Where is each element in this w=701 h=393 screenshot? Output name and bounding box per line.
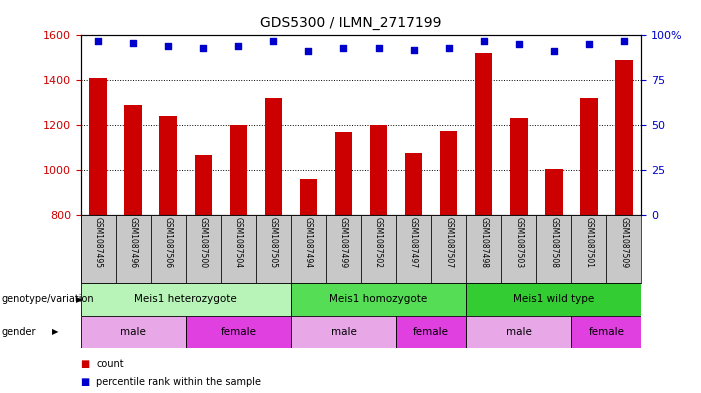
Bar: [90, 78, 107, 215]
Point: [513, 41, 524, 48]
Text: GSM1087506: GSM1087506: [164, 217, 172, 268]
Bar: [440, 130, 458, 215]
Text: GSM1087507: GSM1087507: [444, 217, 453, 268]
FancyBboxPatch shape: [466, 283, 641, 316]
Text: gender: gender: [1, 327, 36, 337]
Text: GSM1087502: GSM1087502: [374, 217, 383, 268]
FancyBboxPatch shape: [431, 215, 466, 283]
FancyBboxPatch shape: [501, 215, 536, 283]
Point: [163, 43, 174, 49]
Bar: [545, 169, 562, 215]
FancyBboxPatch shape: [81, 283, 291, 316]
FancyBboxPatch shape: [606, 215, 641, 283]
Bar: [160, 116, 177, 215]
Text: genotype/variation: genotype/variation: [1, 294, 94, 305]
Text: female: female: [588, 327, 625, 337]
Text: female: female: [220, 327, 257, 337]
FancyBboxPatch shape: [291, 215, 326, 283]
Bar: [195, 155, 212, 215]
Text: GSM1087508: GSM1087508: [550, 217, 558, 268]
Point: [303, 48, 314, 55]
FancyBboxPatch shape: [466, 215, 501, 283]
Point: [338, 45, 349, 51]
FancyBboxPatch shape: [186, 316, 291, 348]
Text: GSM1087501: GSM1087501: [585, 217, 593, 268]
Point: [128, 39, 139, 46]
Point: [548, 48, 559, 55]
Text: GSM1087503: GSM1087503: [515, 217, 523, 268]
Point: [443, 45, 454, 51]
FancyBboxPatch shape: [361, 215, 396, 283]
Text: percentile rank within the sample: percentile rank within the sample: [96, 377, 261, 387]
Bar: [370, 125, 387, 215]
Text: GSM1087494: GSM1087494: [304, 217, 313, 268]
Text: GSM1087497: GSM1087497: [409, 217, 418, 268]
FancyBboxPatch shape: [291, 316, 396, 348]
FancyBboxPatch shape: [466, 316, 571, 348]
FancyBboxPatch shape: [116, 215, 151, 283]
Bar: [475, 53, 492, 215]
Point: [373, 45, 384, 51]
Text: count: count: [96, 359, 123, 369]
Text: ▶: ▶: [76, 295, 82, 304]
FancyBboxPatch shape: [151, 215, 186, 283]
Bar: [125, 105, 142, 215]
Point: [268, 38, 279, 44]
Bar: [615, 60, 633, 215]
Bar: [300, 179, 317, 215]
Point: [583, 41, 594, 48]
Text: GSM1087504: GSM1087504: [234, 217, 243, 268]
Bar: [335, 132, 353, 215]
FancyBboxPatch shape: [291, 283, 466, 316]
FancyBboxPatch shape: [536, 215, 571, 283]
Point: [618, 38, 629, 44]
Text: Meis1 heterozygote: Meis1 heterozygote: [135, 294, 237, 305]
Bar: [265, 98, 283, 215]
FancyBboxPatch shape: [81, 215, 116, 283]
Point: [478, 38, 489, 44]
Point: [198, 45, 209, 51]
Text: GSM1087500: GSM1087500: [199, 217, 207, 268]
Bar: [230, 125, 247, 215]
FancyBboxPatch shape: [221, 215, 256, 283]
Text: GSM1087499: GSM1087499: [339, 217, 348, 268]
FancyBboxPatch shape: [571, 215, 606, 283]
Text: GSM1087495: GSM1087495: [94, 217, 102, 268]
Text: Meis1 homozygote: Meis1 homozygote: [329, 294, 428, 305]
Text: GSM1087509: GSM1087509: [620, 217, 628, 268]
Text: GDS5300 / ILMN_2717199: GDS5300 / ILMN_2717199: [260, 16, 441, 30]
FancyBboxPatch shape: [396, 215, 431, 283]
Text: male: male: [331, 327, 356, 337]
Text: GSM1087496: GSM1087496: [129, 217, 137, 268]
Point: [408, 46, 419, 53]
Bar: [510, 118, 528, 215]
FancyBboxPatch shape: [571, 316, 641, 348]
FancyBboxPatch shape: [186, 215, 221, 283]
Text: female: female: [413, 327, 449, 337]
FancyBboxPatch shape: [256, 215, 291, 283]
Text: ■: ■: [81, 377, 90, 387]
Text: ▶: ▶: [52, 327, 58, 336]
Text: male: male: [121, 327, 146, 337]
Bar: [405, 153, 423, 215]
Point: [233, 43, 244, 49]
Point: [93, 38, 104, 44]
FancyBboxPatch shape: [326, 215, 361, 283]
Text: ■: ■: [81, 359, 90, 369]
Bar: [580, 98, 598, 215]
Text: male: male: [506, 327, 531, 337]
Text: GSM1087498: GSM1087498: [479, 217, 488, 268]
FancyBboxPatch shape: [81, 316, 186, 348]
Text: GSM1087505: GSM1087505: [269, 217, 278, 268]
FancyBboxPatch shape: [396, 316, 466, 348]
Text: Meis1 wild type: Meis1 wild type: [513, 294, 594, 305]
